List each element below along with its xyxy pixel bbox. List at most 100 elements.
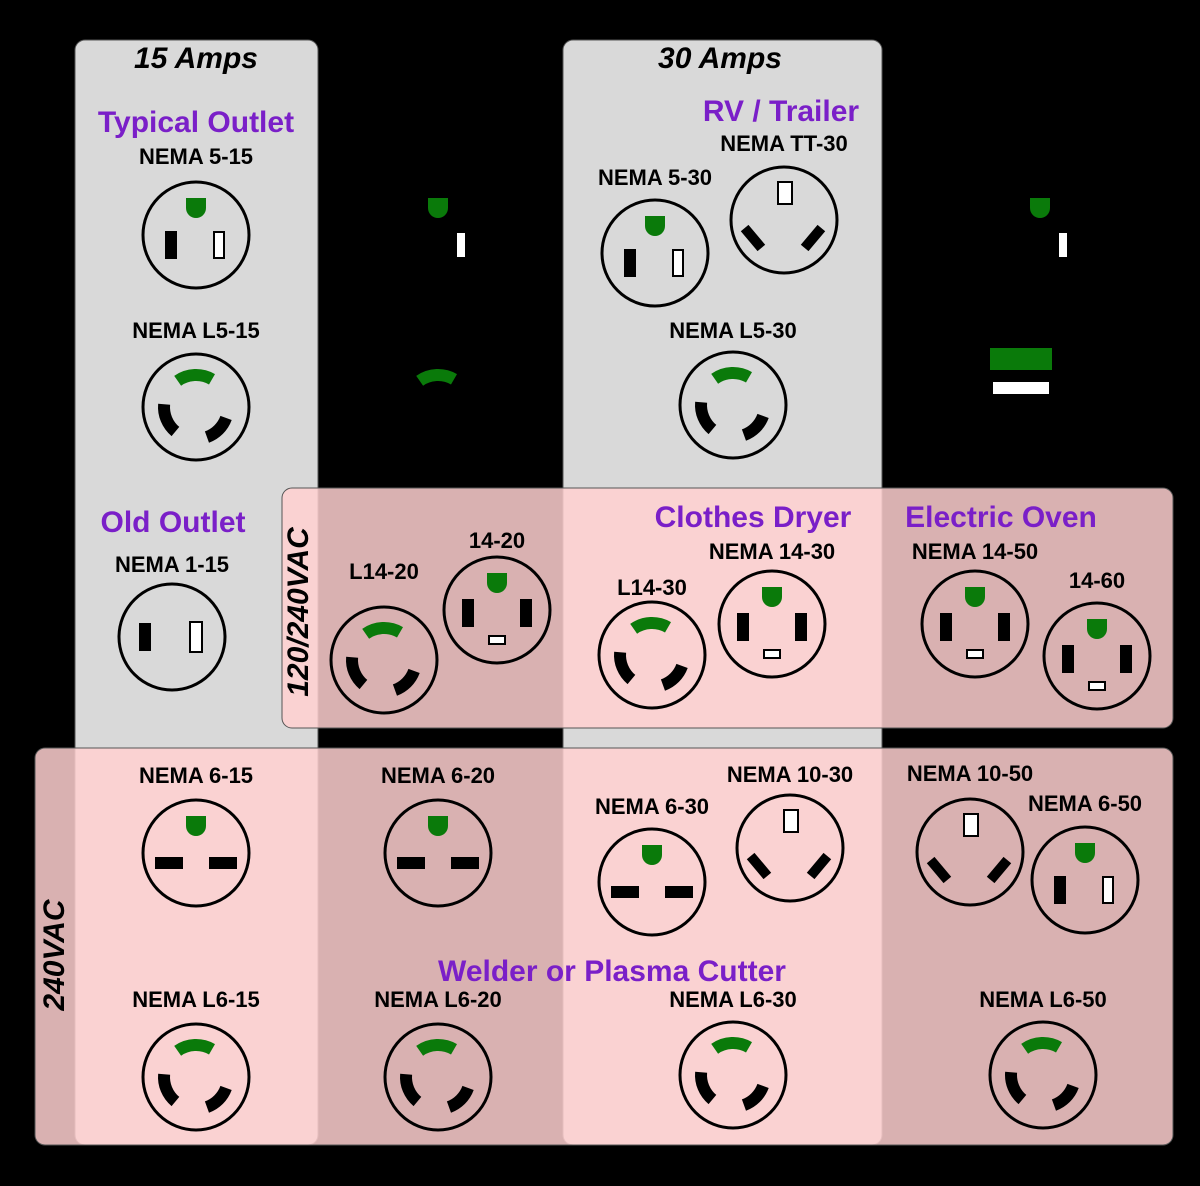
slot bbox=[189, 621, 203, 653]
outlet bbox=[1030, 825, 1140, 935]
outlet-face bbox=[1042, 601, 1152, 711]
outlet-face bbox=[141, 798, 251, 908]
slot bbox=[392, 668, 420, 696]
outlet-label: 14-60 bbox=[1069, 568, 1125, 593]
slot bbox=[158, 1073, 180, 1107]
outlet-face bbox=[442, 555, 552, 665]
outlet-face bbox=[597, 827, 707, 937]
ground-slot bbox=[711, 1037, 752, 1054]
use-label: Old Outlet bbox=[101, 506, 246, 539]
slot bbox=[1120, 645, 1132, 673]
slot bbox=[400, 403, 422, 437]
outlet-label: NEMA 10-50 bbox=[907, 761, 1033, 786]
outlet-face bbox=[985, 180, 1095, 290]
ground-slot bbox=[762, 587, 782, 607]
outlet-label: NEMA 1-15 bbox=[115, 552, 229, 577]
use-label: Welder or Plasma Cutter bbox=[438, 955, 786, 988]
outlet bbox=[597, 600, 707, 710]
outlet-label: NEMA L5-15 bbox=[132, 318, 260, 343]
ground-slot bbox=[1030, 198, 1050, 218]
outlet-face bbox=[988, 1020, 1098, 1130]
slot bbox=[940, 613, 952, 641]
slot bbox=[1005, 1071, 1027, 1105]
column-header: 20 Amps bbox=[375, 42, 500, 75]
legend-swatch bbox=[993, 382, 1049, 394]
ground-slot bbox=[416, 1039, 457, 1056]
outlet-label: NEMA L6-20 bbox=[374, 987, 502, 1012]
outlet-face bbox=[141, 352, 251, 462]
row-240 bbox=[34, 747, 1174, 1146]
slot bbox=[1054, 876, 1066, 904]
outlet-face bbox=[383, 180, 493, 290]
slot bbox=[446, 1085, 474, 1113]
ground-slot bbox=[174, 369, 215, 386]
outlet bbox=[383, 352, 493, 462]
slot bbox=[1062, 645, 1074, 673]
slot bbox=[455, 231, 467, 259]
outlet bbox=[141, 180, 251, 290]
legend-swatch bbox=[990, 412, 1052, 426]
outlet bbox=[920, 569, 1030, 679]
slot bbox=[741, 1083, 769, 1111]
slot bbox=[966, 649, 984, 659]
use-label: Typical Outlet bbox=[98, 106, 294, 139]
outlet bbox=[141, 798, 251, 908]
outlet-label: NEMA L5-20 bbox=[374, 318, 502, 343]
ground-slot bbox=[487, 573, 507, 593]
outlet-face bbox=[383, 352, 493, 462]
legend-title: Legend bbox=[1051, 314, 1129, 339]
outlet-label: NEMA 5-30 bbox=[598, 165, 712, 190]
outlet bbox=[383, 180, 493, 290]
row-120-240 bbox=[281, 487, 1174, 729]
legend-item: Hot/Live bbox=[1067, 406, 1154, 431]
outlet-face bbox=[141, 1022, 251, 1132]
outlet-face bbox=[597, 600, 707, 710]
outlet bbox=[141, 352, 251, 462]
slot bbox=[672, 249, 684, 277]
slot bbox=[213, 231, 225, 259]
outlet bbox=[915, 797, 1025, 907]
slot bbox=[204, 415, 232, 443]
outlet bbox=[988, 1020, 1098, 1130]
slot bbox=[1102, 876, 1114, 904]
outlet-label: L14-30 bbox=[617, 575, 687, 600]
slot bbox=[963, 813, 979, 837]
legend-item: Ground bbox=[1070, 346, 1149, 371]
slot bbox=[800, 224, 826, 252]
ground-slot bbox=[1021, 1037, 1062, 1054]
outlet-label: NEMA 5-15 bbox=[139, 144, 253, 169]
legend-swatch bbox=[990, 348, 1052, 370]
outlet-label: NEMA 6-20 bbox=[381, 763, 495, 788]
legend-item: Neutral bbox=[1072, 376, 1148, 401]
ground-slot bbox=[1075, 843, 1095, 863]
outlet-face bbox=[329, 605, 439, 715]
outlet bbox=[678, 350, 788, 460]
ground-slot bbox=[645, 216, 665, 236]
column-header: 15 Amps bbox=[134, 42, 258, 75]
ground-slot bbox=[642, 845, 662, 865]
slot bbox=[446, 415, 474, 443]
outlet bbox=[729, 165, 839, 275]
outlet-face bbox=[141, 180, 251, 290]
slot bbox=[520, 599, 532, 627]
ground-slot bbox=[428, 816, 448, 836]
outlet-face bbox=[717, 569, 827, 679]
slot bbox=[397, 857, 425, 869]
slot bbox=[1051, 1083, 1079, 1111]
row-header: 120/240VAC bbox=[282, 526, 315, 697]
outlet-label: NEMA 6-15 bbox=[139, 763, 253, 788]
outlet-label: NEMA 10-30 bbox=[727, 762, 853, 787]
slot bbox=[400, 1073, 422, 1107]
slot bbox=[407, 231, 419, 259]
slot bbox=[665, 886, 693, 898]
slot bbox=[986, 856, 1012, 884]
outlet-face bbox=[383, 798, 493, 908]
ground-slot bbox=[362, 622, 403, 639]
outlet-face bbox=[678, 1020, 788, 1130]
slot bbox=[660, 663, 688, 691]
outlet bbox=[141, 1022, 251, 1132]
ground-slot bbox=[174, 1039, 215, 1056]
outlet-label: NEMA TT-30 bbox=[720, 131, 848, 156]
outlet-label: NEMA 6-30 bbox=[595, 794, 709, 819]
outlet-label: NEMA L6-50 bbox=[979, 987, 1107, 1012]
